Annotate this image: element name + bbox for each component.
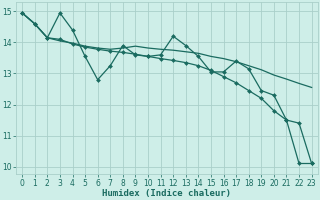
- X-axis label: Humidex (Indice chaleur): Humidex (Indice chaleur): [102, 189, 231, 198]
